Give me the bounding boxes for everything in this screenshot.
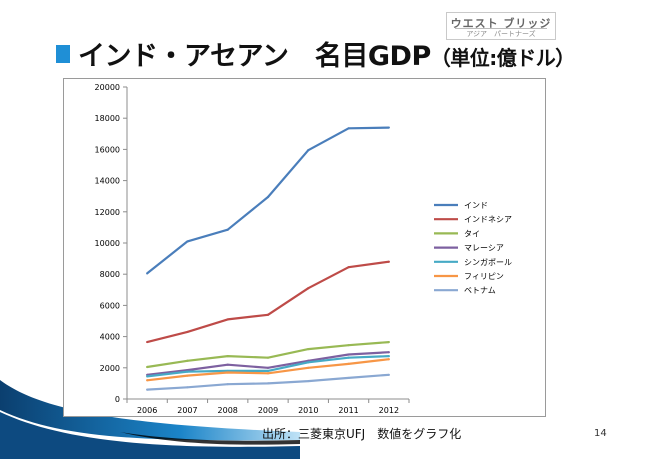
data-point (146, 272, 149, 275)
y-tick-label: 8000 (100, 270, 120, 279)
slide-title-main: インド・アセアン 名目GDP (78, 41, 431, 72)
page-number: 14 (594, 428, 607, 439)
y-tick-label: 2000 (100, 364, 120, 373)
data-point (347, 376, 350, 380)
data-point (226, 383, 229, 386)
y-tick-label: 10000 (95, 239, 120, 248)
y-tick-label: 18000 (95, 114, 120, 123)
data-point (146, 379, 149, 382)
data-point (146, 375, 149, 378)
data-point (347, 266, 350, 269)
series-line-0 (146, 126, 389, 275)
data-point (307, 366, 310, 369)
data-point (146, 340, 149, 344)
data-point (226, 363, 229, 366)
data-point (266, 195, 270, 199)
data-point (146, 365, 149, 369)
data-point (266, 313, 270, 316)
data-point (307, 379, 310, 383)
data-point (266, 356, 270, 359)
data-point (186, 359, 189, 362)
data-point (186, 370, 189, 373)
y-tick-label: 12000 (95, 208, 120, 217)
y-tick-label: 6000 (100, 301, 120, 310)
legend-label: マレーシア (464, 244, 504, 253)
y-tick-label: 4000 (100, 333, 120, 342)
data-point (387, 373, 390, 376)
legend-label: シンガポール (464, 257, 512, 267)
chart-frame: 0 2000 4000 6000 8000 10000 12000 14000 16000 180… (63, 78, 546, 417)
data-point (307, 287, 310, 290)
legend-label: インド (464, 201, 488, 210)
slide-title: インド・アセアン 名目GDP（単位:億ドル） (78, 34, 575, 73)
data-point (387, 260, 390, 263)
x-tick-label: 2011 (338, 406, 358, 415)
data-point (226, 355, 229, 358)
data-point (226, 371, 229, 374)
data-point (387, 355, 390, 358)
x-tick-label: 2009 (258, 406, 278, 415)
logo-subtitle: アジア パートナーズ (466, 30, 536, 38)
data-point (387, 126, 390, 129)
legend-label: タイ (464, 229, 480, 238)
legend-label: インドネシア (464, 215, 512, 224)
company-logo: ウエスト ブリッジ アジア パートナーズ (446, 12, 556, 40)
title-accent-bar (56, 45, 70, 63)
line-chart: 0 2000 4000 6000 8000 10000 12000 14000 16000 180… (95, 83, 512, 415)
data-point (347, 353, 350, 356)
data-point (387, 340, 390, 344)
data-point (226, 228, 229, 231)
data-point (387, 358, 390, 361)
data-point (387, 351, 390, 354)
data-point (226, 318, 229, 321)
x-tick-label: 2007 (177, 406, 197, 415)
legend-label: ベトナム (464, 286, 496, 295)
data-point (266, 382, 270, 385)
legend-label: フィリピン (464, 272, 504, 281)
logo-title: ウエスト ブリッジ (450, 17, 552, 30)
data-point (186, 386, 189, 389)
data-point (307, 149, 310, 152)
data-point (266, 366, 270, 369)
data-point (347, 127, 350, 130)
x-tick-label: 2012 (379, 406, 399, 415)
x-tick-label: 2010 (298, 406, 318, 415)
logo-divider (455, 28, 547, 29)
y-tick-label: 16000 (95, 145, 120, 154)
data-point (347, 356, 350, 359)
data-point (347, 344, 350, 347)
data-point (146, 388, 149, 391)
x-tick-label: 2006 (137, 406, 157, 415)
data-point (307, 361, 310, 364)
data-point (307, 347, 310, 351)
x-tick-label: 2008 (218, 406, 238, 415)
data-point (347, 362, 350, 365)
data-point (186, 374, 189, 377)
data-point (266, 369, 270, 373)
data-point (186, 240, 189, 243)
slide-title-unit: （単位:億ドル） (430, 46, 576, 70)
series-line-1 (146, 260, 390, 344)
y-tick-label: 20000 (95, 83, 120, 92)
data-point (266, 372, 270, 375)
data-point (186, 330, 189, 334)
y-tick-label: 0 (115, 395, 120, 404)
source-note: 出所：三菱東京UFJ 数値をグラフ化 (262, 427, 462, 441)
decorative-swoosh (0, 380, 300, 459)
y-tick-label: 14000 (95, 177, 120, 186)
